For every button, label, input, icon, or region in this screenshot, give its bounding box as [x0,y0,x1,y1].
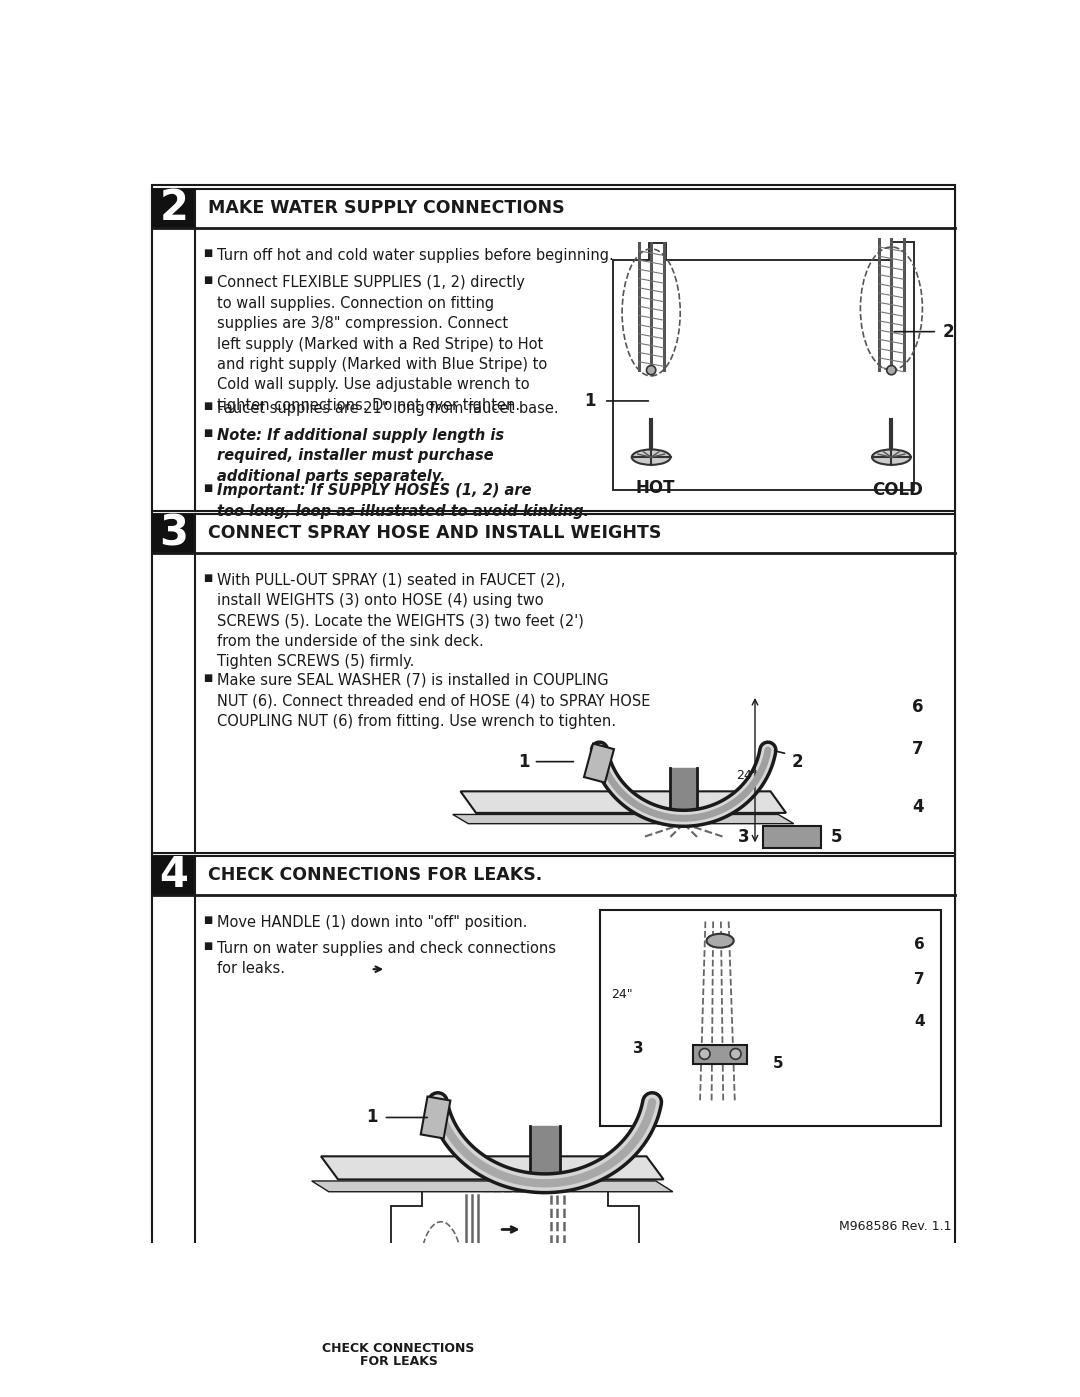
Text: ■: ■ [203,940,213,951]
Text: 24": 24" [611,988,633,1002]
Bar [546,1368,556,1375]
Text: Connect FLEXIBLE SUPPLIES (1, 2) directly
to wall supplies. Connection on fittin: Connect FLEXIBLE SUPPLIES (1, 2) directl… [217,275,548,414]
Text: FOR LEAKS: FOR LEAKS [360,1355,437,1369]
Text: Turn on water supplies and check connections
for leaks.: Turn on water supplies and check connect… [217,940,556,977]
Text: ■: ■ [203,275,213,285]
Text: 7: 7 [912,740,923,759]
Text: ■: ■ [203,401,213,411]
Bar [600,909,941,1126]
Text: ■: ■ [203,483,213,493]
Ellipse shape [441,1393,480,1397]
Polygon shape [670,768,697,813]
Polygon shape [391,1192,638,1397]
Ellipse shape [706,933,733,947]
Circle shape [699,1049,710,1059]
Circle shape [887,366,896,374]
Text: M968586 Rev. 1.1: M968586 Rev. 1.1 [838,1220,951,1234]
Text: MAKE WATER SUPPLY CONNECTIONS: MAKE WATER SUPPLY CONNECTIONS [207,200,565,218]
Ellipse shape [872,450,910,465]
Ellipse shape [571,1393,606,1397]
Bar [762,826,821,848]
Polygon shape [530,1126,559,1179]
Polygon shape [312,1180,673,1192]
Circle shape [730,1049,741,1059]
Text: ■: ■ [203,427,213,437]
Text: ■: ■ [203,247,213,257]
Text: 2: 2 [160,187,188,229]
Text: 4: 4 [160,855,188,897]
Bar [421,1097,450,1139]
Polygon shape [321,1157,663,1179]
Text: ■: ■ [203,573,213,583]
Text: CHECK CONNECTIONS FOR LEAKS.: CHECK CONNECTIONS FOR LEAKS. [207,866,542,884]
Bar [584,743,615,782]
Ellipse shape [632,450,671,465]
Text: 1: 1 [518,753,530,771]
Text: 3: 3 [738,828,750,845]
Text: Move HANDLE (1) down into "off" position.: Move HANDLE (1) down into "off" position… [217,915,527,929]
Text: Important: If SUPPLY HOSES (1, 2) are
too long, loop as illustrated to avoid kin: Important: If SUPPLY HOSES (1, 2) are to… [217,483,590,518]
Text: 3: 3 [159,513,188,555]
Bar [152,189,195,228]
Text: 7: 7 [914,972,924,986]
Text: 2: 2 [943,323,954,341]
Text: HOT: HOT [635,479,675,497]
Text: 2: 2 [792,753,802,771]
Text: ■: ■ [203,915,213,925]
Text: Turn off hot and cold water supplies before beginning.: Turn off hot and cold water supplies bef… [217,247,613,263]
Bar [152,189,955,228]
Text: 6: 6 [914,937,924,953]
Text: Note: If additional supply length is
required, installer must purchase
additiona: Note: If additional supply length is req… [217,427,504,483]
Polygon shape [453,814,794,824]
Circle shape [647,366,656,374]
Text: 24": 24" [737,770,758,782]
Text: CHECK CONNECTIONS: CHECK CONNECTIONS [322,1343,475,1355]
Polygon shape [460,791,786,813]
Text: CONNECT SPRAY HOSE AND INSTALL WEIGHTS: CONNECT SPRAY HOSE AND INSTALL WEIGHTS [207,524,661,542]
Text: 1: 1 [584,393,596,409]
Polygon shape [613,242,914,489]
Bar [693,1045,747,1065]
Bar [152,856,955,1326]
Bar [152,514,195,553]
Text: COLD: COLD [873,481,923,499]
Text: 4: 4 [912,798,923,816]
Text: 5: 5 [773,1056,784,1071]
Text: Make sure SEAL WASHER (7) is installed in COUPLING
NUT (6). Connect threaded end: Make sure SEAL WASHER (7) is installed i… [217,673,650,729]
Text: ■: ■ [203,673,213,683]
Text: With PULL-OUT SPRAY (1) seated in FAUCET (2),
install WEIGHTS (3) onto HOSE (4) : With PULL-OUT SPRAY (1) seated in FAUCET… [217,573,584,669]
Bar [152,856,195,894]
Text: 5: 5 [831,828,842,845]
Text: 1: 1 [366,1108,377,1126]
Text: 4: 4 [914,1014,924,1030]
Text: Faucet supplies are 21" long from faucet base.: Faucet supplies are 21" long from faucet… [217,401,558,416]
Text: 6: 6 [912,697,923,715]
Bar [152,514,955,854]
Bar [468,1356,476,1362]
Bar [152,189,955,511]
Text: 3: 3 [634,1041,644,1056]
